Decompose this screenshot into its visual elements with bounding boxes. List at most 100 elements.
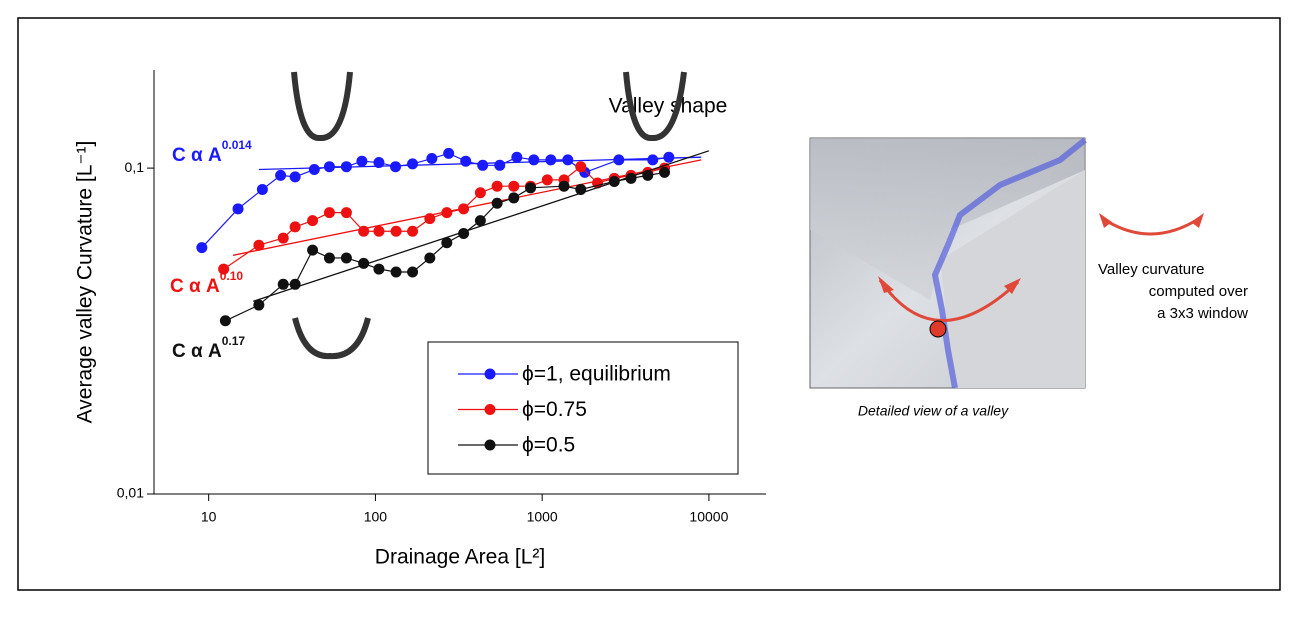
data-point: [340, 161, 352, 173]
data-point: [218, 263, 230, 275]
data-point: [373, 225, 385, 237]
x-axis-label: Drainage Area [L²]: [375, 546, 545, 569]
data-point: [441, 237, 453, 249]
fit-label: C α A0.014: [172, 138, 252, 166]
data-point: [323, 207, 335, 219]
data-point: [613, 154, 625, 166]
data-point: [390, 161, 402, 173]
data-point: [508, 180, 520, 192]
data-point: [277, 232, 289, 244]
data-point: [458, 203, 470, 215]
inset-note: computed over: [1149, 283, 1248, 300]
data-point: [407, 266, 419, 278]
data-point: [256, 183, 268, 195]
data-point: [424, 213, 436, 225]
data-point: [659, 166, 671, 178]
data-point: [541, 174, 553, 186]
data-point: [289, 278, 301, 290]
data-point: [443, 147, 455, 159]
data-point: [491, 180, 503, 192]
legend-label: ϕ=0.5: [522, 434, 575, 457]
fit-label-text: C α A: [170, 276, 220, 297]
y-tick-label: 0,1: [125, 159, 145, 175]
data-point: [575, 183, 587, 195]
data-point: [491, 197, 503, 209]
legend-marker: [484, 368, 496, 380]
data-point: [562, 154, 574, 166]
data-point: [323, 252, 335, 264]
data-point: [426, 153, 438, 165]
x-tick-label: 1000: [527, 509, 558, 525]
legend-marker: [484, 404, 496, 415]
data-point: [642, 169, 654, 181]
data-point: [307, 244, 319, 256]
series-line: [201, 152, 669, 249]
fit-label-text: C α A: [172, 145, 222, 166]
fit-exponent: 0.10: [220, 269, 244, 283]
data-point: [219, 315, 231, 327]
data-point: [407, 225, 419, 237]
data-point: [511, 151, 523, 163]
data-point: [508, 192, 520, 204]
y-axis-label: Average valley Curvature [L⁻¹]: [74, 141, 97, 424]
data-point: [289, 171, 301, 183]
frame: [17, 17, 1281, 591]
valley-icons: [291, 71, 687, 360]
data-point: [647, 154, 659, 166]
inset-note: a 3x3 window: [1157, 305, 1248, 322]
data-point: [277, 278, 289, 290]
fit-exponent: 0.014: [222, 138, 252, 152]
data-point: [358, 257, 370, 269]
data-point: [307, 215, 319, 227]
data-point: [558, 180, 570, 192]
data-point: [474, 215, 486, 227]
data-point: [494, 159, 506, 171]
legend-label: ϕ=1, equilibrium: [522, 363, 671, 386]
x-tick-label: 10: [201, 509, 217, 525]
annotation: Valley shape: [609, 95, 728, 118]
data-point: [525, 182, 537, 194]
legend-label: ϕ=0.75: [522, 398, 587, 421]
data-point: [356, 155, 368, 167]
series-line: [225, 171, 665, 322]
fit-label: C α A0.10: [170, 269, 243, 297]
inset-image: [809, 137, 1204, 389]
data-point: [373, 263, 385, 275]
data-point: [460, 155, 472, 167]
inset-caption: Detailed view of a valley: [858, 403, 1009, 419]
fit-exponent: 0.17: [222, 334, 246, 348]
data-point: [196, 242, 208, 254]
data-point: [407, 158, 419, 170]
data-point: [275, 169, 287, 181]
data-point: [340, 207, 352, 219]
data-point: [424, 252, 436, 264]
y-tick-label: 0,01: [117, 485, 144, 501]
data-point: [289, 221, 301, 233]
data-point: [575, 161, 587, 173]
data-point: [608, 175, 620, 187]
data-point: [528, 154, 540, 166]
data-point: [323, 161, 335, 173]
data-point: [625, 172, 637, 184]
data-point: [458, 227, 470, 239]
fit-label-text: C α A: [172, 341, 222, 362]
data-point: [390, 225, 402, 237]
data-point: [253, 239, 265, 251]
data-point: [232, 203, 244, 215]
data-point: [373, 157, 385, 169]
data-point: [441, 207, 453, 219]
inset-note: Valley curvature: [1098, 261, 1204, 278]
data-point: [663, 151, 675, 163]
data-point: [340, 252, 352, 264]
x-tick-label: 100: [364, 509, 388, 525]
data-point: [545, 154, 557, 166]
x-tick-label: 10000: [689, 509, 728, 525]
data-point: [474, 187, 486, 199]
data-point: [390, 266, 402, 278]
data-point: [253, 299, 265, 311]
data-point: [308, 164, 320, 176]
data-point: [477, 159, 489, 171]
data-point: [358, 225, 370, 237]
legend-marker: [484, 439, 496, 451]
